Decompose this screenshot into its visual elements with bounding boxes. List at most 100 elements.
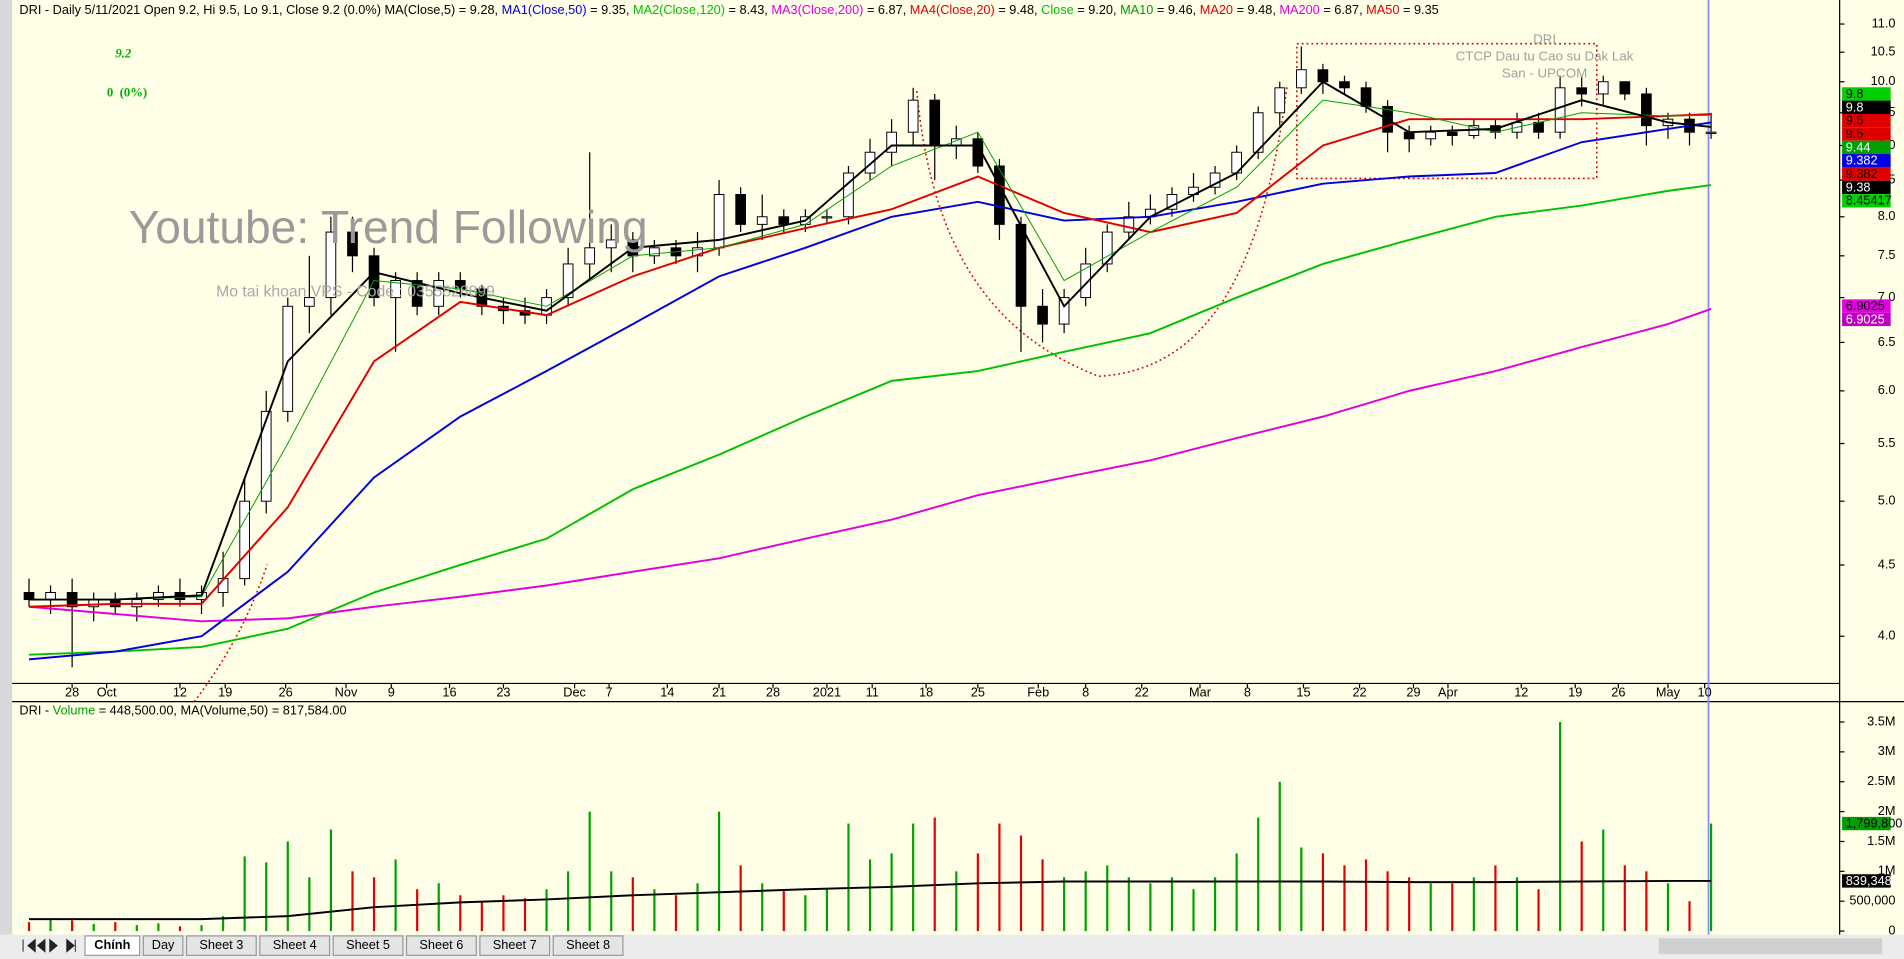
sheet-tab[interactable]: [259, 935, 331, 956]
sheet-tab-label[interactable]: Sheet 4: [273, 937, 317, 952]
price-tag: [1842, 140, 1891, 155]
x-tick-label: Oct: [97, 685, 117, 700]
candle-body: [260, 410, 272, 502]
candle-body: [347, 231, 358, 257]
x-tick-label: 21: [712, 685, 726, 700]
header-segment: MA50: [1366, 2, 1399, 17]
sheet-tab[interactable]: [405, 935, 477, 956]
x-tick-label: 26: [1611, 685, 1625, 700]
x-tick-label: Apr: [1438, 685, 1459, 700]
volume-bar: [1688, 901, 1691, 932]
y-tick-label: 8.0: [1878, 208, 1896, 223]
volume-bar: [221, 916, 225, 932]
price-tag-label: 8.45417: [1846, 193, 1892, 208]
volume-bar: [804, 895, 807, 932]
volume-bar: [1559, 721, 1562, 932]
scrollbar[interactable]: [1658, 938, 1883, 955]
volume-bar: [1257, 817, 1260, 932]
y-tick-label: 6.0: [1878, 382, 1896, 397]
x-tick-label: 28: [65, 685, 79, 700]
volume-bar: [265, 862, 268, 932]
header-segment: MA200: [1279, 2, 1319, 17]
volume-bar: [1580, 841, 1583, 932]
candle-body: [584, 247, 596, 265]
volume-bar: [1386, 871, 1389, 932]
y-tick-label: 1.5M: [1867, 833, 1895, 848]
header-segment: MA1(Close,50): [502, 2, 587, 17]
header-segment: MA2(Close,120): [633, 2, 725, 17]
candle-body: [735, 194, 746, 225]
candle-body: [1037, 305, 1048, 325]
volume-bar: [135, 925, 138, 932]
volume-bar: [372, 877, 376, 932]
volume-bar: [1515, 877, 1519, 932]
sheet-tab[interactable]: [84, 935, 141, 956]
price-tag-label: 9.382: [1846, 153, 1878, 168]
company-name: CTCP Dau tu Cao su Dak Lak: [1456, 49, 1634, 64]
sheet-tab[interactable]: [479, 935, 551, 956]
candle-body: [864, 151, 876, 174]
candle-body: [390, 280, 401, 299]
header-segment: = 9.35,: [587, 2, 633, 17]
sheet-tab[interactable]: [552, 935, 624, 956]
company-ticker: DRI: [1533, 32, 1556, 47]
volume-bar: [351, 871, 354, 932]
x-tick-label: 23: [496, 685, 510, 700]
x-tick-label: Nov: [335, 685, 358, 700]
y-tick-label: 5.0: [1878, 493, 1896, 508]
tab-nav[interactable]: [49, 938, 58, 953]
volume-bar: [567, 871, 570, 932]
y-tick-label: 5.5: [1878, 435, 1896, 450]
candle-body: [1446, 131, 1458, 136]
moving-average: [28, 184, 1712, 656]
sheet-tab-label[interactable]: Sheet 6: [419, 937, 463, 952]
sheet-tab-label[interactable]: Chính: [94, 937, 130, 952]
volume-bar: [1084, 871, 1087, 932]
sheet-tab-label[interactable]: Sheet 3: [199, 937, 243, 952]
y-tick-label: 3M: [1878, 743, 1896, 758]
volume-bar: [933, 817, 936, 932]
volume-bar: [847, 823, 850, 932]
x-tick-label: May: [1656, 685, 1681, 700]
sheet-tab[interactable]: [142, 935, 184, 956]
candle-body: [1274, 87, 1286, 114]
header-segment: MA20: [1200, 2, 1233, 17]
candle-body: [23, 592, 35, 601]
tab-nav[interactable]: [36, 938, 46, 953]
volume-bar: [653, 889, 656, 932]
sheet-tab-label[interactable]: Day: [152, 937, 175, 952]
candle-body: [1705, 131, 1717, 134]
moving-average: [28, 99, 1712, 601]
volume-bar: [1602, 829, 1605, 932]
volume-bar: [1472, 877, 1475, 932]
candle-body: [1576, 87, 1588, 95]
volume-bar: [1429, 883, 1432, 932]
y-tick-label: 4.0: [1878, 628, 1896, 643]
y-tick-label: 2M: [1878, 803, 1896, 818]
y-tick-label: 10.0: [1871, 73, 1896, 88]
price-tag: [1842, 874, 1891, 888]
tab-nav[interactable]: [66, 938, 76, 953]
tab-nav[interactable]: [27, 938, 36, 953]
volume-bar: [1213, 877, 1217, 932]
candle-body: [45, 592, 56, 601]
sheet-tab[interactable]: [185, 935, 257, 956]
x-tick-label: Dec: [563, 685, 586, 700]
header-segment: = 6.87,: [863, 2, 909, 17]
sheet-tab[interactable]: [332, 935, 404, 956]
y-tick-label: 7.5: [1878, 247, 1896, 262]
candle-body: [778, 216, 790, 225]
candle-body: [821, 216, 833, 219]
x-tick-label: 19: [1568, 685, 1582, 700]
volume-bar: [545, 889, 548, 932]
volume-bar: [1494, 865, 1497, 932]
y-tick-label: 1M: [1878, 863, 1896, 878]
sheet-tab-label[interactable]: Sheet 7: [493, 937, 537, 952]
sheet-tab-label[interactable]: Sheet 5: [346, 937, 390, 952]
candle-body: [1058, 297, 1070, 325]
candle-body: [282, 305, 294, 412]
x-tick-label: 10: [1698, 685, 1712, 700]
volume-bar: [178, 926, 182, 932]
sheet-tab-label[interactable]: Sheet 8: [566, 937, 610, 952]
